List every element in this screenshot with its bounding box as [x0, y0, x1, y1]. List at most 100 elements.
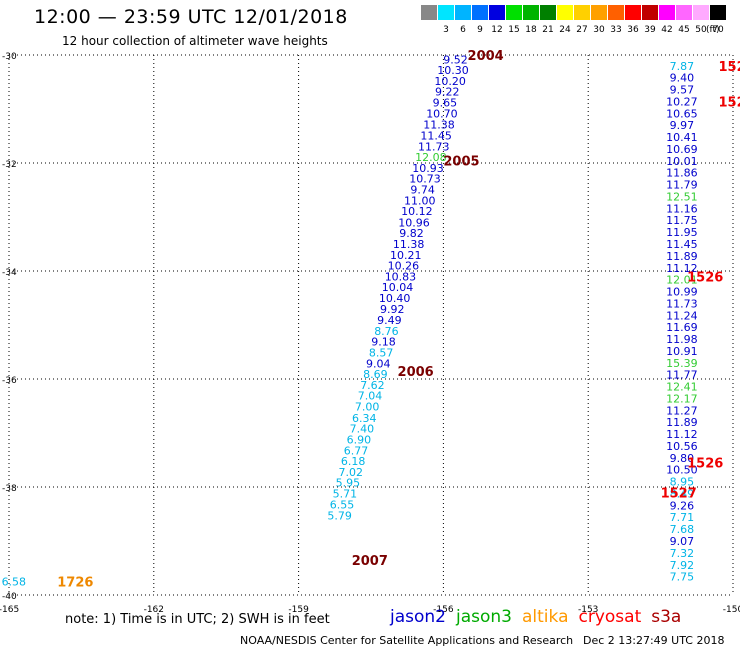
swh-value-s3a: 5.79: [327, 510, 352, 523]
satellite-legend-item: jason2: [390, 607, 446, 627]
swh-value-cryosat: 12.01: [666, 274, 698, 287]
swh-value-cryosat: 11.89: [666, 250, 698, 263]
color-scale-swatch: [574, 5, 590, 20]
swh-value-s3a: 9.74: [410, 183, 435, 196]
swh-value-cryosat: 7.92: [670, 559, 695, 572]
swh-value-s3a: 10.73: [409, 173, 441, 186]
swh-value-cryosat: 7.32: [670, 547, 695, 560]
swh-value-cryosat: 11.45: [666, 238, 698, 251]
color-scale-swatch: [693, 5, 709, 20]
swh-value-s3a: 9.65: [433, 97, 458, 110]
time-label: 1524: [719, 60, 740, 75]
swh-value-s3a: 9.22: [435, 86, 460, 99]
swh-value-s3a: 10.20: [434, 75, 466, 88]
color-scale-label: 9: [477, 25, 483, 35]
swh-value-s3a: 9.92: [380, 303, 405, 316]
color-scale-swatch: [506, 5, 522, 20]
color-scale-label: 33: [610, 25, 622, 35]
time-label: 1527: [661, 486, 697, 501]
color-scale-swatch: [472, 5, 488, 20]
color-scale-label: 30: [593, 25, 605, 35]
color-scale-swatch: [659, 5, 675, 20]
color-scale-label: 21: [542, 25, 554, 35]
time-label: 2005: [443, 154, 479, 169]
swh-value-cryosat: 12.17: [666, 392, 698, 405]
satellite-legend-item: altika: [522, 607, 569, 627]
swh-value-s3a: 11.73: [418, 140, 450, 153]
time-label: 2004: [468, 49, 504, 64]
swh-value-cryosat: 10.41: [666, 131, 698, 144]
color-scale-unit: (ft): [706, 25, 720, 35]
x-tick-label: -156: [433, 605, 454, 615]
swh-value-cryosat: 10.56: [666, 440, 698, 453]
swh-value-cryosat: 9.07: [670, 535, 695, 548]
time-label: 2007: [352, 554, 388, 569]
x-tick-label: -162: [144, 605, 164, 615]
swh-value-s3a: 5.95: [336, 477, 361, 490]
color-scale-swatch: [489, 5, 505, 20]
swh-value-cryosat: 10.65: [666, 107, 698, 120]
color-scale-swatch: [676, 5, 692, 20]
swh-value-s3a: 9.18: [371, 336, 396, 349]
y-tick-label: -30: [2, 52, 17, 62]
swh-value-s3a: 7.62: [360, 379, 385, 392]
swh-value-s3a: 8.76: [374, 325, 399, 338]
swh-value-cryosat: 11.79: [666, 179, 698, 192]
swh-value-cryosat: 9.40: [670, 72, 695, 85]
swh-value-cryosat: 11.75: [666, 214, 698, 227]
swh-value-s3a: 10.21: [390, 249, 422, 262]
swh-value-s3a: 10.83: [385, 270, 417, 283]
x-tick-label: -153: [578, 605, 598, 615]
swh-value-s3a: 7.40: [350, 423, 375, 436]
color-scale-swatch: [710, 5, 726, 20]
color-scale-label: 3: [443, 25, 449, 35]
color-scale-swatch: [642, 5, 658, 20]
swh-value-s3a: 6.90: [347, 433, 372, 446]
swh-value-cryosat: 11.16: [666, 202, 698, 215]
swh-value-s3a: 7.00: [355, 401, 380, 414]
swh-value-s3a: 11.45: [420, 129, 452, 142]
y-tick-label: -36: [2, 376, 17, 386]
swh-value-cryosat: 11.98: [666, 333, 698, 346]
color-scale-swatch: [455, 5, 471, 20]
swh-value-s3a: 7.02: [338, 466, 363, 479]
color-scale-swatch: [625, 5, 641, 20]
swh-value-cryosat: 10.50: [666, 464, 698, 477]
swh-value-cryosat: 11.27: [666, 404, 698, 417]
swh-value-cryosat: 9.97: [670, 119, 695, 132]
swh-value-s3a: 10.40: [379, 292, 411, 305]
y-tick-label: -40: [2, 592, 17, 602]
swh-value-cryosat: 9.26: [670, 499, 695, 512]
footer-credit: NOAA/NESDIS Center for Satellite Applica…: [240, 634, 574, 647]
swh-value-cryosat: 7.75: [670, 571, 695, 584]
color-scale-swatch: [557, 5, 573, 20]
swh-value-cryosat: 10.27: [666, 95, 698, 108]
swh-value-cryosat: 7.87: [670, 60, 695, 73]
x-tick-label: -165: [0, 605, 19, 615]
color-scale-swatch: [540, 5, 556, 20]
swh-value-cryosat: 7.71: [670, 511, 695, 524]
satellite-legend-item: cryosat: [578, 607, 642, 627]
time-label: 1526: [687, 270, 723, 285]
color-scale-label: 36: [627, 25, 639, 35]
color-scale-label: 45: [678, 25, 690, 35]
chart-subtitle: 12 hour collection of altimeter wave hei…: [62, 34, 328, 48]
swh-value-cryosat: 12.41: [666, 381, 698, 394]
swh-value-cryosat: 11.12: [666, 262, 698, 275]
swh-value-s3a: 10.96: [398, 216, 430, 229]
swh-value-cryosat: 8.95: [670, 476, 695, 489]
footer-timestamp: Dec 2 13:27:49 UTC 2018: [583, 634, 725, 647]
satellite-legend: jason2 jason3 altika cryosat s3a: [390, 607, 691, 627]
color-scale-swatch: [438, 5, 454, 20]
color-scale-label: 27: [576, 25, 588, 35]
swh-value-s3a: 11.00: [404, 194, 436, 207]
swh-value-cryosat: 11.86: [666, 167, 698, 180]
time-label: 1726: [57, 576, 93, 591]
units-note: note: 1) Time is in UTC; 2) SWH is in fe…: [65, 612, 330, 627]
color-scale-label: 18: [525, 25, 537, 35]
color-scale-label: 15: [508, 25, 520, 35]
swh-value-s3a: 9.49: [377, 314, 402, 327]
swh-value-s3a: 5.71: [333, 487, 358, 500]
swh-value-s3a: 6.55: [330, 498, 355, 511]
